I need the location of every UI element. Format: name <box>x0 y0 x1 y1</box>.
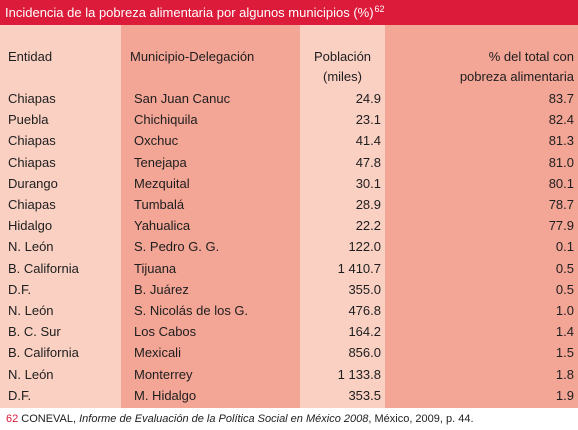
footnote-prefix: CONEVAL, <box>21 413 80 425</box>
cell-entidad: N. León <box>8 366 54 382</box>
cell-municipio: Los Cabos <box>134 324 197 340</box>
column-bg-municipio <box>121 25 300 408</box>
cell-entidad: Chiapas <box>8 154 56 170</box>
table-title-text: Incidencia de la pobreza alimentaria por… <box>5 5 374 20</box>
table-row: N. León S. Pedro G. G. 122.0 0.1 <box>0 236 578 257</box>
header-porcentaje-line1: % del total con <box>488 49 574 64</box>
table-row: Durango Mezquital 30.1 80.1 <box>0 173 578 194</box>
header-porcentaje: % del total con pobreza alimentaria <box>385 47 574 87</box>
cell-poblacion: 22.2 <box>355 218 381 234</box>
footnote-number: 62 <box>6 413 19 425</box>
cell-porcentaje: 81.3 <box>548 133 574 149</box>
cell-poblacion: 122.0 <box>348 239 381 255</box>
table-row: B. California Tijuana 1 410.7 0.5 <box>0 258 578 279</box>
cell-entidad: N. León <box>8 239 54 255</box>
cell-entidad: B. C. Sur <box>8 324 61 340</box>
cell-porcentaje: 0.1 <box>555 239 574 255</box>
cell-poblacion: 164.2 <box>348 324 381 340</box>
table-row: Hidalgo Yahualica 22.2 77.9 <box>0 215 578 236</box>
table-row: D.F. B. Juárez 355.0 0.5 <box>0 279 578 300</box>
cell-porcentaje: 0.5 <box>555 281 574 297</box>
cell-municipio: San Juan Canuc <box>134 91 231 106</box>
column-bg-poblacion <box>300 25 385 408</box>
table-row: B. California Mexicali 856.0 1.5 <box>0 342 578 363</box>
data-table: Entidad Municipio-Delegación Población (… <box>0 25 578 408</box>
cell-poblacion: 355.0 <box>348 281 381 297</box>
cell-entidad: Chiapas <box>8 133 56 149</box>
table-row: N. León Monterrey 1 133.8 1.8 <box>0 364 578 385</box>
cell-porcentaje: 78.7 <box>548 197 574 212</box>
cell-poblacion: 856.0 <box>348 345 381 361</box>
cell-poblacion: 23.1 <box>355 112 381 128</box>
title-footnote-ref: 62 <box>374 4 385 14</box>
cell-porcentaje: 1.9 <box>555 387 574 403</box>
cell-entidad: N. León <box>8 303 54 318</box>
header-municipio: Municipio-Delegación <box>130 49 255 64</box>
table-row: Puebla Chichiquila 23.1 82.4 <box>0 109 578 130</box>
table-row: Chiapas Tenejapa 47.8 81.0 <box>0 152 578 173</box>
footnote: 62 CONEVAL, Informe de Evaluación de la P… <box>0 408 578 430</box>
cell-porcentaje: 77.9 <box>548 218 574 234</box>
header-poblacion: Población (miles) <box>300 47 385 87</box>
cell-entidad: Chiapas <box>8 91 56 106</box>
table-row: Chiapas Oxchuc 41.4 81.3 <box>0 130 578 151</box>
cell-poblacion: 476.8 <box>348 303 381 318</box>
cell-municipio: Tenejapa <box>134 154 187 170</box>
cell-porcentaje: 1.0 <box>555 303 574 318</box>
table-row: N. León S. Nicolás de los G. 476.8 1.0 <box>0 300 578 321</box>
cell-municipio: S. Nicolás de los G. <box>134 303 249 318</box>
cell-porcentaje: 1.5 <box>555 345 574 361</box>
cell-municipio: Oxchuc <box>134 133 179 149</box>
cell-municipio: B. Juárez <box>134 281 189 297</box>
cell-poblacion: 24.9 <box>355 91 381 106</box>
cell-entidad: Puebla <box>8 112 49 128</box>
cell-poblacion: 41.4 <box>355 133 381 149</box>
table-row: Chiapas Tumbalá 28.9 78.7 <box>0 194 578 215</box>
cell-porcentaje: 80.1 <box>548 175 574 191</box>
header-entidad: Entidad <box>8 49 53 64</box>
cell-porcentaje: 0.5 <box>555 260 574 276</box>
cell-poblacion: 47.8 <box>355 154 381 170</box>
cell-porcentaje: 1.8 <box>555 366 574 382</box>
table-row: D.F. M. Hidalgo 353.5 1.9 <box>0 385 578 406</box>
footnote-suffix: , México, 2009, p. 44. <box>368 413 474 425</box>
table-row: Chiapas San Juan Canuc 24.9 83.7 <box>0 88 578 109</box>
cell-poblacion: 30.1 <box>355 175 381 191</box>
table-row: B. C. Sur Los Cabos 164.2 1.4 <box>0 321 578 342</box>
cell-municipio: Chichiquila <box>134 112 198 128</box>
header-porcentaje-line2: pobreza alimentaria <box>459 69 574 84</box>
cell-poblacion: 1 133.8 <box>337 366 381 382</box>
column-bg-entidad <box>0 25 121 408</box>
column-bg-porcentaje <box>385 25 578 408</box>
cell-porcentaje: 83.7 <box>548 91 574 106</box>
header-poblacion-line2: (miles) <box>323 69 362 84</box>
cell-municipio: M. Hidalgo <box>134 387 197 403</box>
cell-entidad: D.F. <box>8 281 32 297</box>
cell-entidad: B. California <box>8 345 79 361</box>
cell-poblacion: 1 410.7 <box>337 260 381 276</box>
cell-municipio: S. Pedro G. G. <box>134 239 220 255</box>
cell-porcentaje: 82.4 <box>548 112 574 128</box>
cell-municipio: Tumbalá <box>134 197 185 212</box>
table-title: Incidencia de la pobreza alimentaria por… <box>0 0 578 25</box>
cell-entidad: Hidalgo <box>8 218 53 234</box>
cell-entidad: B. California <box>8 260 79 276</box>
cell-municipio: Mezquital <box>134 175 190 191</box>
cell-municipio: Tijuana <box>134 260 177 276</box>
cell-municipio: Mexicali <box>134 345 181 361</box>
cell-porcentaje: 1.4 <box>555 324 574 340</box>
cell-entidad: Chiapas <box>8 197 56 212</box>
cell-poblacion: 28.9 <box>355 197 381 212</box>
cell-municipio: Yahualica <box>134 218 191 234</box>
cell-municipio: Monterrey <box>134 366 193 382</box>
footnote-title: Informe de Evaluación de la Política Soc… <box>79 413 369 425</box>
cell-poblacion: 353.5 <box>348 387 381 403</box>
cell-entidad: Durango <box>8 175 58 191</box>
cell-porcentaje: 81.0 <box>548 154 574 170</box>
header-poblacion-line1: Población <box>313 49 372 64</box>
cell-entidad: D.F. <box>8 387 32 403</box>
